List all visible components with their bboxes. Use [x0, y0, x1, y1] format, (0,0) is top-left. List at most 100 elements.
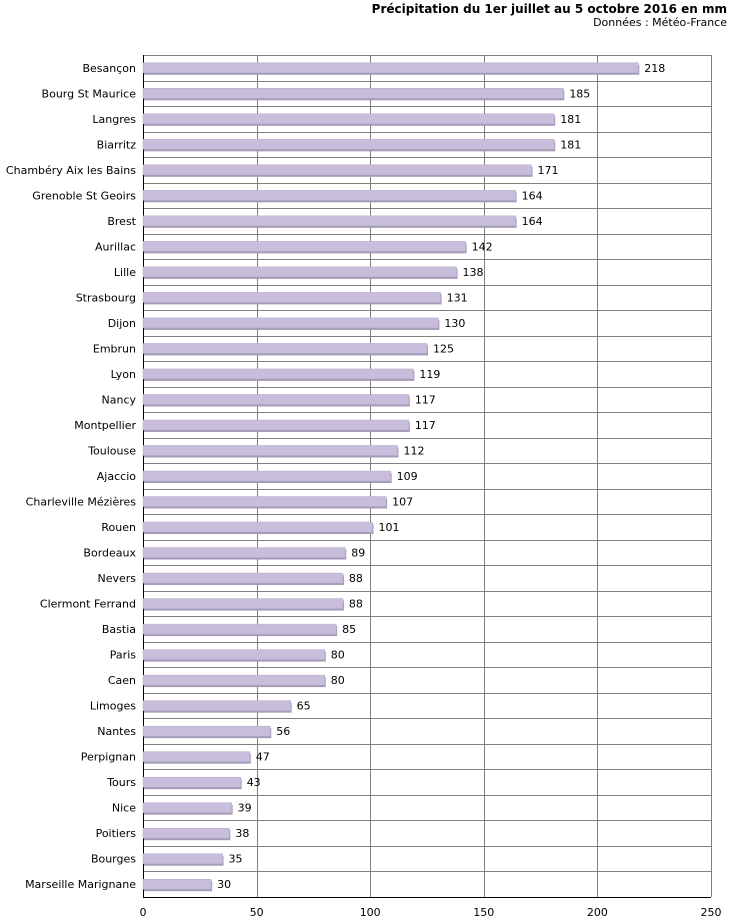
bar — [142, 802, 232, 813]
category-label: Lille — [114, 266, 136, 279]
category-label: Tours — [106, 776, 136, 789]
value-label: 185 — [569, 87, 590, 100]
value-label: 181 — [560, 113, 581, 126]
value-label: 85 — [342, 623, 356, 636]
bar — [142, 878, 212, 890]
bar — [142, 113, 555, 125]
value-label: 35 — [229, 853, 243, 866]
value-label: 30 — [217, 878, 231, 891]
value-label: 119 — [419, 368, 440, 381]
chart-title: Précipitation du 1er juillet au 5 octobr… — [371, 2, 727, 16]
chart-subtitle: Données : Météo-France — [593, 16, 727, 29]
bar — [142, 572, 344, 584]
category-label: Toulouse — [87, 444, 136, 457]
category-label: Brest — [107, 215, 136, 228]
value-label: 117 — [415, 393, 436, 406]
bar — [142, 521, 373, 533]
category-label: Aurillac — [95, 240, 136, 253]
x-tick-label: 250 — [701, 906, 722, 919]
category-label: Bourges — [91, 853, 136, 866]
bar — [142, 751, 251, 762]
category-label: Poitiers — [96, 827, 137, 840]
category-label: Nevers — [97, 572, 136, 585]
category-label: Nice — [112, 802, 136, 815]
bar — [142, 853, 223, 864]
category-label: Rouen — [101, 521, 136, 534]
bar — [142, 292, 441, 303]
value-label: 117 — [415, 419, 436, 432]
category-label: Biarritz — [97, 138, 137, 151]
value-label: 171 — [538, 164, 559, 177]
value-label: 101 — [378, 521, 399, 534]
category-label: Charleville Mézières — [26, 496, 137, 509]
category-label: Strasbourg — [76, 291, 136, 304]
bar — [142, 164, 532, 176]
category-label: Montpellier — [74, 419, 136, 432]
category-label: Marseille Marignane — [25, 878, 136, 891]
bar — [142, 394, 410, 405]
bar — [142, 62, 639, 74]
bar — [142, 317, 439, 329]
category-label: Limoges — [90, 700, 136, 713]
value-label: 218 — [644, 62, 665, 75]
bar — [142, 139, 555, 150]
value-label: 164 — [522, 215, 543, 228]
value-label: 80 — [331, 674, 345, 687]
category-label: Perpignan — [81, 751, 136, 764]
bar — [142, 445, 398, 456]
value-label: 43 — [247, 776, 261, 789]
value-label: 181 — [560, 138, 581, 151]
value-label: 80 — [331, 649, 345, 662]
category-label: Clermont Ferrand — [40, 598, 136, 611]
bar — [142, 674, 326, 686]
bar — [142, 827, 230, 839]
category-label: Bastia — [102, 623, 136, 636]
bar — [142, 241, 466, 252]
value-label: 138 — [463, 266, 484, 279]
value-label: 142 — [472, 240, 493, 253]
value-label: 88 — [349, 598, 363, 611]
bar — [142, 598, 344, 609]
x-tick-label: 0 — [140, 906, 147, 919]
value-label: 112 — [403, 444, 424, 457]
bar — [142, 700, 291, 711]
value-label: 130 — [444, 317, 465, 330]
bar — [142, 419, 410, 431]
value-label: 109 — [397, 470, 418, 483]
value-label: 47 — [256, 751, 270, 764]
category-label: Paris — [110, 649, 136, 662]
bar — [142, 547, 346, 558]
category-label: Nancy — [102, 393, 137, 406]
value-label: 56 — [276, 725, 290, 738]
value-label: 65 — [297, 700, 311, 713]
bar — [142, 776, 241, 788]
value-label: 38 — [235, 827, 249, 840]
value-label: 125 — [433, 342, 454, 355]
category-label: Embrun — [93, 342, 136, 355]
x-tick-label: 50 — [250, 906, 264, 919]
bar — [142, 88, 564, 99]
x-tick-label: 150 — [473, 906, 494, 919]
category-label: Dijon — [108, 317, 136, 330]
value-label: 88 — [349, 572, 363, 585]
category-label: Besançon — [82, 62, 136, 75]
bar — [142, 368, 414, 380]
category-label: Langres — [92, 113, 136, 126]
bar — [142, 215, 516, 227]
value-label: 164 — [522, 189, 543, 202]
value-label: 89 — [351, 547, 365, 560]
category-label: Nantes — [97, 725, 136, 738]
bar — [142, 496, 387, 507]
bar — [142, 266, 457, 278]
category-label: Bourg St Maurice — [42, 87, 137, 100]
value-label: 107 — [392, 496, 413, 509]
bar — [142, 725, 271, 737]
category-label: Chambéry Aix les Bains — [6, 164, 136, 177]
bar — [142, 623, 337, 635]
x-tick-label: 100 — [360, 906, 381, 919]
bar — [142, 190, 516, 201]
category-label: Grenoble St Geoirs — [32, 189, 136, 202]
bar — [142, 470, 391, 482]
category-label: Lyon — [111, 368, 136, 381]
